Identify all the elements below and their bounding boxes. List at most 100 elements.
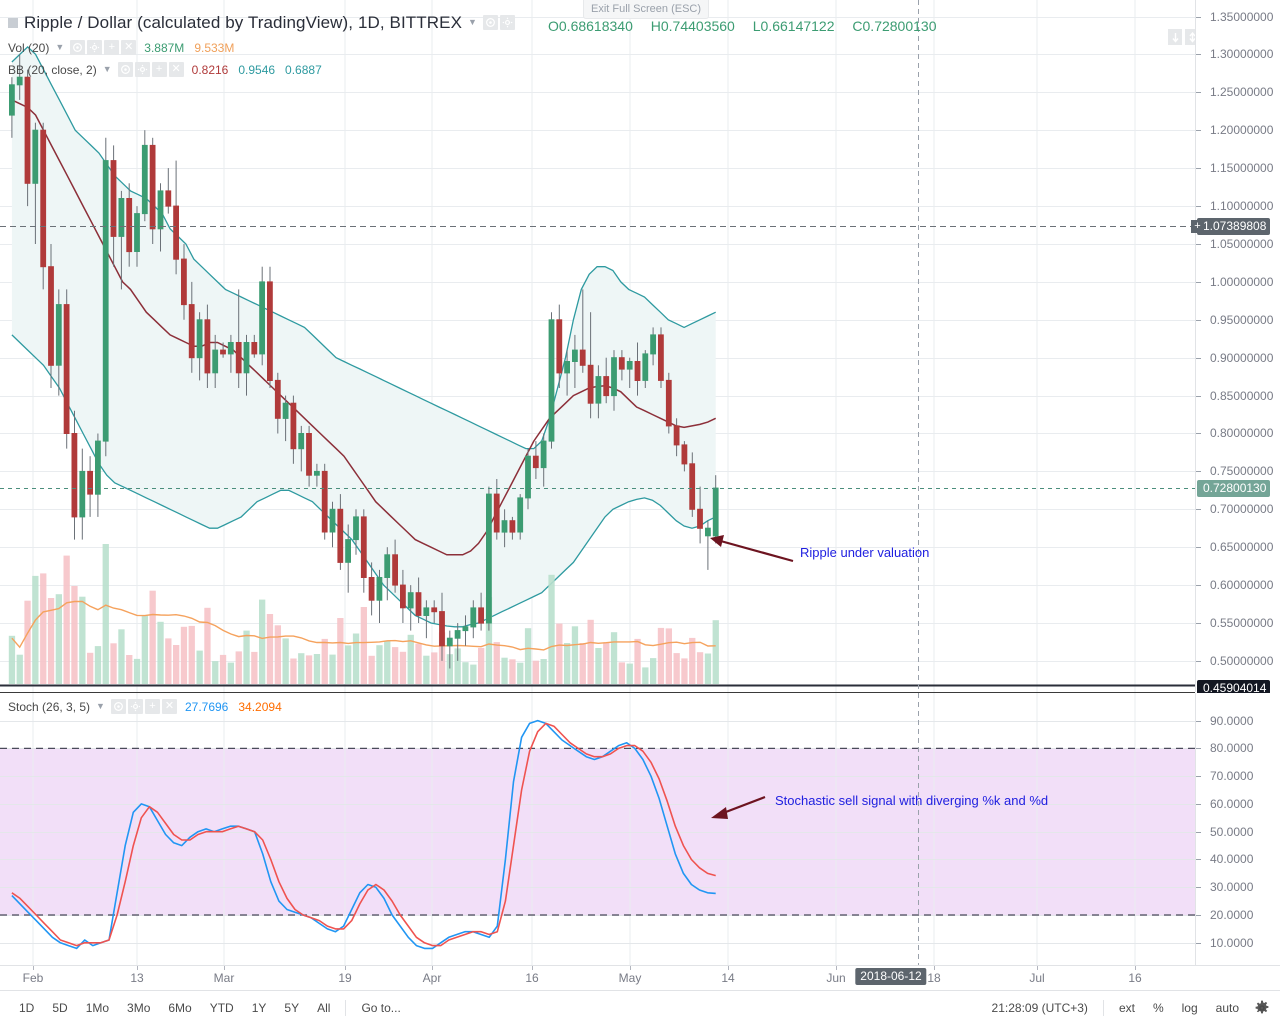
range-button-all[interactable]: All (317, 1001, 331, 1015)
add-icon[interactable]: + (144, 699, 160, 714)
price-axis-label: 0.65000000 (1210, 540, 1274, 554)
time-axis-label: Apr (422, 971, 442, 985)
gear-icon[interactable] (127, 699, 143, 714)
stochastic-indicator-legend[interactable]: Stoch (26, 3, 5) ▼ + ✕ 27.7696 34.2094 (8, 699, 282, 714)
add-icon[interactable]: + (104, 40, 120, 55)
time-tick (728, 966, 729, 970)
time-tick (137, 966, 138, 970)
stochastic-axis-label: 40.0000 (1210, 852, 1254, 866)
price-axis[interactable]: 1.35000000 1.30000000 1.25000000 1.20000000… (1191, 0, 1280, 697)
stochastic-axis[interactable]: 90.0000 80.0000 70.0000 60.0000 50.0000 40.00… (1195, 693, 1280, 965)
range-button-3mo[interactable]: 3Mo (127, 1001, 151, 1015)
range-button-ytd[interactable]: YTD (209, 1001, 234, 1015)
gear-icon[interactable] (134, 62, 150, 77)
time-tick (33, 966, 34, 970)
volume-legend-actions[interactable]: + ✕ (70, 40, 137, 55)
price-axis-label: 0.95000000 (1210, 313, 1274, 327)
time-tick (432, 966, 433, 970)
time-tick (1135, 966, 1136, 970)
stochastic-k-value: 27.7696 (184, 699, 229, 714)
axis-tick (1196, 776, 1201, 777)
axis-tick (1196, 623, 1201, 624)
bottom-toolbar[interactable]: 1D 5D 1Mo 3Mo 6Mo YTD 1Y 5Y All Go to... 21:28:09… (0, 990, 1280, 1025)
bollinger-indicator-name[interactable]: BB (20, close, 2) (8, 62, 97, 77)
volume-indicator-name[interactable]: Vol (20) (8, 40, 50, 55)
time-axis-label: 16 (525, 971, 539, 985)
eye-icon[interactable] (482, 15, 498, 30)
axis-tick (1196, 130, 1201, 131)
percent-button[interactable]: % (1152, 1001, 1164, 1015)
bollinger-indicator-legend[interactable]: BB (20, close, 2) ▼ + ✕ 0.8216 0.9546 0.… (8, 62, 322, 77)
bollinger-legend-actions[interactable]: + ✕ (117, 62, 184, 77)
axis-tick (1196, 509, 1201, 510)
eye-icon[interactable] (117, 62, 133, 77)
stochastic-pane[interactable] (0, 693, 1195, 965)
ohlc-open-value: 0.68618340 (558, 18, 633, 34)
range-button-5y[interactable]: 5Y (284, 1001, 300, 1015)
eye-icon[interactable] (70, 40, 86, 55)
range-button-5d[interactable]: 5D (52, 1001, 68, 1015)
gear-icon[interactable] (1254, 1000, 1270, 1016)
toolbar-right[interactable]: 21:28:09 (UTC+3) ext% log auto (983, 997, 1270, 1019)
time-axis[interactable]: Feb 13 Mar 19 Apr 16 May 14 Jun 18 Jul 16 2018-06-12 (0, 965, 1280, 991)
add-alert-icon[interactable]: + (1191, 220, 1204, 233)
price-axis-label: 0.60000000 (1210, 578, 1274, 592)
time-axis-label: 14 (721, 971, 735, 985)
stochastic-legend-actions[interactable]: + ✕ (110, 699, 177, 714)
chevron-down-icon[interactable]: ▼ (55, 42, 65, 52)
eye-icon[interactable] (110, 699, 126, 714)
ohlc-low-label: L (752, 18, 761, 34)
range-buttons[interactable]: 1D 5D 1Mo 3Mo 6Mo YTD 1Y 5Y All Go to... (10, 997, 410, 1019)
axis-tick (1196, 748, 1201, 749)
range-button-1y[interactable]: 1Y (251, 1001, 267, 1015)
volume-indicator-legend[interactable]: Vol (20) ▼ + ✕ 3.887M 9.533M (8, 40, 234, 55)
symbol-title[interactable]: Ripple / Dollar (calculated by TradingVi… (24, 13, 463, 32)
legend-actions[interactable] (482, 15, 515, 30)
close-icon[interactable]: ✕ (161, 699, 177, 714)
price-axis-label: 0.80000000 (1210, 426, 1274, 440)
time-axis-label: Mar (213, 971, 235, 985)
price-chart-pane[interactable] (0, 0, 1195, 693)
gear-icon[interactable] (87, 40, 103, 55)
range-button-1mo[interactable]: 1Mo (85, 1001, 110, 1015)
ext-button[interactable]: ext (1118, 1001, 1135, 1015)
time-tick (630, 966, 631, 970)
toolbar-divider (345, 1000, 347, 1016)
axis-tick (1196, 804, 1201, 805)
chevron-down-icon[interactable]: ▼ (468, 17, 477, 27)
time-axis-label: 13 (130, 971, 144, 985)
gear-icon[interactable] (499, 15, 515, 30)
go-to-button[interactable]: Go to... (361, 1001, 401, 1015)
ohlc-low-value: 0.66147122 (760, 18, 835, 34)
time-tick (836, 966, 837, 970)
axis-tick (1196, 547, 1201, 548)
axis-tick (1196, 887, 1201, 888)
symbol-swatch (8, 17, 18, 28)
auto-scale-button[interactable]: auto (1215, 1001, 1239, 1015)
axis-tick (1196, 206, 1201, 207)
stochastic-indicator-name[interactable]: Stoch (26, 3, 5) (8, 699, 91, 714)
axis-tick (1196, 661, 1201, 662)
time-axis-label: 19 (338, 971, 352, 985)
last-price-badge: 0.72800130 (1197, 480, 1271, 497)
add-icon[interactable]: + (151, 62, 167, 77)
axis-tick (1196, 282, 1201, 283)
crosshair-price-badge: 1.07389808 (1197, 218, 1271, 235)
annotation-stochastic-signal: Stochastic sell signal with diverging %k… (775, 793, 1049, 808)
axis-tick (1196, 54, 1201, 55)
scale-down-icon[interactable] (1168, 29, 1182, 45)
price-axis-label: 1.15000000 (1210, 161, 1274, 175)
log-scale-button[interactable]: log (1181, 1001, 1198, 1015)
close-icon[interactable]: ✕ (168, 62, 184, 77)
range-button-6mo[interactable]: 6Mo (168, 1001, 192, 1015)
stochastic-axis-label: 20.0000 (1210, 908, 1254, 922)
price-axis-label: 0.90000000 (1210, 351, 1274, 365)
close-icon[interactable]: ✕ (121, 40, 137, 55)
axis-tick (1196, 943, 1201, 944)
range-button-1d[interactable]: 1D (19, 1001, 35, 1015)
chevron-down-icon[interactable]: ▼ (96, 701, 105, 711)
chevron-down-icon[interactable]: ▼ (102, 64, 112, 74)
price-axis-label: 0.70000000 (1210, 502, 1274, 516)
stochastic-axis-label: 30.0000 (1210, 880, 1254, 894)
symbol-legend[interactable]: Ripple / Dollar (calculated by TradingVi… (8, 14, 523, 31)
